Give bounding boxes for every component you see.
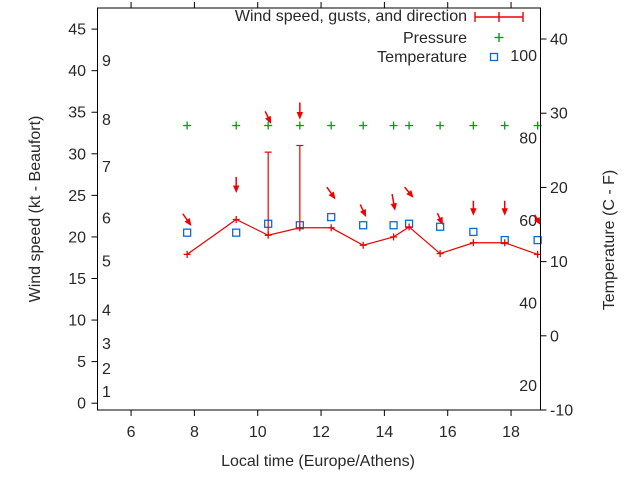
wind-direction-arrow-head — [406, 190, 414, 198]
wind-direction-arrow-head — [265, 115, 272, 124]
x-tick-label: 12 — [312, 424, 330, 441]
wind-direction-arrow-head — [296, 111, 304, 120]
beaufort-scale-label: 8 — [102, 112, 111, 129]
x-tick-label: 8 — [190, 424, 199, 441]
wind-direction-arrow-head — [390, 202, 397, 211]
wind-direction-arrow-head — [184, 218, 192, 227]
y1-tick-label: 45 — [68, 22, 86, 39]
wind-direction-arrow-head — [328, 191, 336, 200]
legend: Wind speed, gusts, and direction Pressur… — [235, 8, 524, 66]
beaufort-scale-label: 9 — [102, 53, 111, 70]
legend-label-wind: Wind speed, gusts, and direction — [235, 8, 467, 25]
y2-tick-label: 0 — [550, 328, 559, 345]
legend-label-temperature: Temperature — [377, 49, 467, 66]
y2-tick-label: 20 — [550, 180, 568, 197]
y1-tick-label: 20 — [68, 229, 86, 246]
fahrenheit-scale-label: 20 — [519, 378, 537, 395]
legend-label-pressure: Pressure — [403, 30, 467, 47]
beaufort-scale-label: 5 — [102, 254, 111, 271]
temperature-point — [359, 221, 368, 230]
legend-temperature-square-icon — [489, 52, 499, 62]
temperature-point — [389, 221, 398, 230]
x-tick-label: 14 — [375, 424, 393, 441]
y1-tick-label: 30 — [68, 146, 86, 163]
x-tick-label: 10 — [249, 424, 267, 441]
beaufort-scale-label: 3 — [102, 336, 111, 353]
y1-tick-label: 5 — [77, 354, 86, 371]
y2-tick-label: -10 — [550, 403, 573, 420]
beaufort-scale-label: 4 — [102, 303, 111, 320]
temperature-point — [533, 235, 542, 245]
y1-tick-label: 15 — [68, 271, 86, 288]
wind-direction-arrow-head — [501, 208, 508, 216]
legend-pressure-plus-icon — [494, 33, 504, 42]
fahrenheit-scale-label: 80 — [519, 130, 537, 147]
y2-axis-title: Temperature (C - F) — [601, 170, 618, 310]
x-axis-title: Local time (Europe/Athens) — [221, 453, 415, 470]
y1-tick-label: 10 — [68, 313, 86, 330]
fahrenheit-scale-label: 40 — [519, 295, 537, 312]
temperature-point — [232, 228, 241, 237]
y1-tick-label: 35 — [68, 105, 86, 122]
y1-axis-title: Wind speed (kt - Beaufort) — [27, 116, 44, 303]
wind-direction-arrow-head — [470, 208, 477, 216]
wind-direction-arrow-head — [360, 208, 367, 218]
legend-wind-errorbar-icon — [474, 12, 524, 22]
beaufort-scale-label: 7 — [102, 159, 111, 176]
x-tick-label: 18 — [502, 424, 520, 441]
temperature-point — [435, 222, 445, 231]
y2-tick-label: 10 — [550, 254, 568, 271]
y2-tick-label: 30 — [550, 106, 568, 123]
beaufort-scale-label: 6 — [102, 210, 111, 227]
temperature-point — [327, 212, 336, 222]
beaufort-scale-label: 1 — [102, 384, 111, 401]
wind-direction-arrow-head — [534, 216, 541, 226]
y2-tick-label: 40 — [550, 32, 568, 49]
y1-tick-label: 40 — [68, 63, 86, 80]
wind-direction-arrow-head — [232, 185, 240, 193]
y1-tick-label: 25 — [68, 188, 86, 205]
y1-tick-label: 0 — [77, 396, 86, 413]
wind-direction-arrow-head — [436, 216, 443, 225]
fahrenheit-scale-label: 100 — [510, 48, 537, 65]
wind-speed-line — [186, 218, 538, 255]
fahrenheit-scale-label: 60 — [519, 213, 537, 230]
temperature-point — [182, 228, 192, 237]
x-tick-label: 16 — [439, 424, 457, 441]
chart-dynamic-layer: 6 8 10 12 14 16 18051015202530354045123456789-… — [68, 2, 573, 441]
x-tick-label: 6 — [127, 424, 136, 441]
beaufort-scale-label: 2 — [102, 361, 111, 378]
temperature-point — [469, 227, 478, 237]
plot-border — [97, 7, 541, 411]
